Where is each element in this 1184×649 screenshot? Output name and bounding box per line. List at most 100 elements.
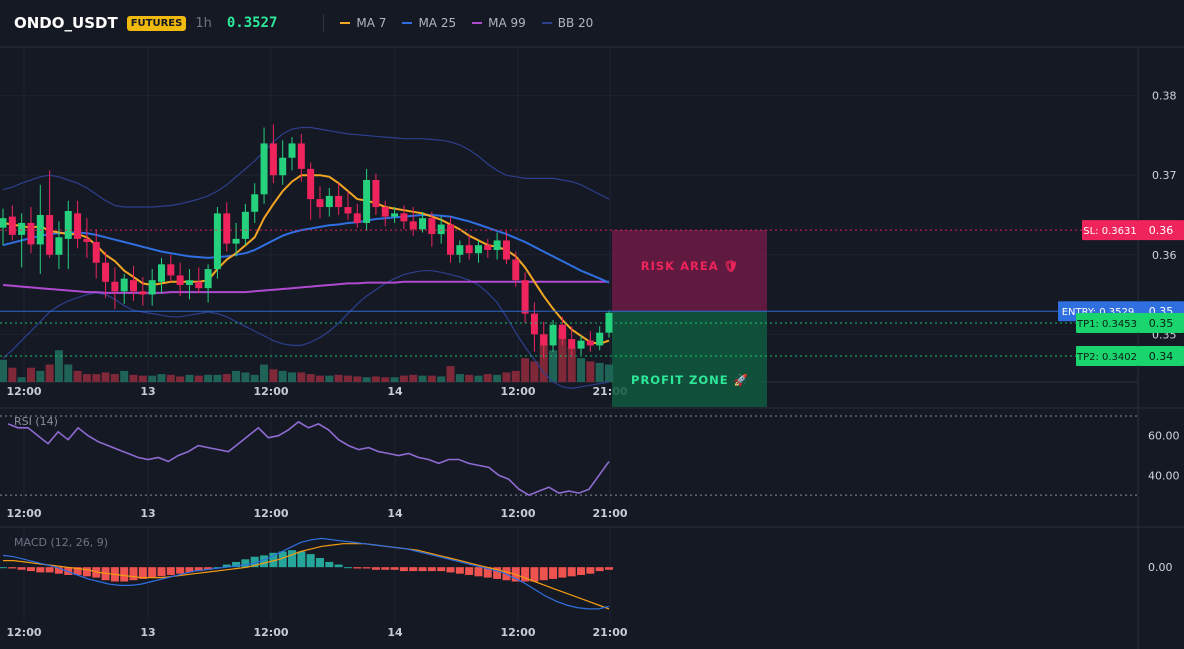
candle-body — [185, 280, 193, 285]
volume-bar — [17, 377, 26, 382]
time-axis-label: 12:00 — [6, 626, 41, 639]
time-axis-label: 14 — [387, 626, 403, 639]
macd-histogram-bar — [474, 567, 483, 577]
legend-bb20[interactable]: BB 20 — [541, 16, 594, 30]
price-axis-label: 0.36 — [1152, 249, 1177, 262]
candle-body — [419, 218, 427, 230]
legend-ma99[interactable]: MA 99 — [472, 16, 526, 30]
volume-bar — [185, 374, 194, 382]
level-axis-tag — [1138, 313, 1184, 333]
legend-ma25[interactable]: MA 25 — [402, 16, 456, 30]
time-axis-label: 12:00 — [253, 507, 288, 520]
macd-histogram-bar — [446, 567, 455, 573]
candle-body — [493, 240, 501, 250]
macd-histogram-bar — [148, 567, 157, 578]
macd-histogram-bar — [0, 567, 7, 569]
macd-histogram-bar — [381, 567, 390, 570]
candle-body — [111, 281, 119, 292]
macd-histogram-bar — [567, 567, 576, 577]
candle-body — [447, 224, 455, 255]
volume-bar — [315, 375, 324, 382]
level-tag-label: TP2: 0.3402 — [1076, 352, 1137, 363]
volume-bar — [269, 369, 278, 382]
volume-bar — [493, 374, 502, 382]
candle-body — [484, 245, 492, 250]
macd-histogram-bar — [260, 555, 269, 568]
candle-body — [502, 240, 510, 260]
candle-body — [251, 194, 259, 212]
candle-body — [353, 213, 361, 223]
macd-histogram-bar — [437, 567, 446, 572]
macd-histogram-bar — [278, 551, 287, 568]
level-axis-label: 0.35 — [1149, 317, 1174, 330]
legend-swatch — [340, 22, 351, 24]
risk-zone-label: RISK AREA 🛡 — [641, 259, 739, 273]
volume-bar — [399, 375, 408, 382]
macd-histogram-bar — [250, 556, 259, 568]
symbol-name[interactable]: ONDO_USDT — [14, 14, 118, 32]
candle-body — [139, 291, 147, 295]
volume-bar — [409, 374, 418, 382]
candle-body — [437, 224, 445, 235]
candle-body — [130, 280, 138, 292]
time-axis-label: 12:00 — [6, 385, 41, 398]
candle-body — [316, 199, 324, 208]
level-tag — [1076, 346, 1138, 366]
macd-histogram-bar — [204, 567, 213, 570]
candle-body — [474, 245, 482, 254]
macd-histogram-bar — [530, 567, 539, 582]
volume-bar — [129, 374, 138, 382]
macd-histogram-bar — [138, 567, 147, 579]
candle-body — [92, 242, 100, 263]
macd-histogram-bar — [82, 567, 91, 577]
candle-body — [120, 278, 128, 292]
volume-bar — [45, 364, 54, 382]
macd-histogram-bar — [269, 552, 278, 568]
legend-label: BB 20 — [557, 16, 594, 30]
candle-body — [596, 332, 604, 346]
macd-histogram-bar — [54, 567, 63, 574]
volume-bar — [0, 359, 7, 382]
volume-bar — [353, 376, 362, 382]
candle-body — [176, 275, 184, 285]
last-price: 0.3527 — [226, 15, 278, 31]
chart-header: ONDO_USDT FUTURES 1h 0.3527 MA 7 MA 25 M… — [0, 0, 1184, 46]
volume-bar — [194, 375, 203, 382]
volume-bar — [446, 366, 455, 382]
legend-ma7[interactable]: MA 7 — [340, 16, 386, 30]
time-axis-label: 12:00 — [500, 507, 535, 520]
macd-axis-label: 0.00 — [1148, 561, 1173, 574]
macd-histogram-bar — [521, 567, 530, 582]
volume-bar — [306, 374, 315, 382]
level-tag — [1076, 313, 1138, 333]
volume-bar — [176, 376, 185, 382]
legend-label: MA 7 — [356, 16, 387, 30]
timeframe-selector[interactable]: 1h — [195, 15, 212, 31]
candle-body — [288, 143, 296, 158]
candle-body — [64, 211, 72, 239]
volume-bar — [474, 375, 483, 382]
time-axis-label: 12:00 — [500, 385, 535, 398]
candle-body — [260, 143, 268, 195]
volume-bar — [101, 372, 110, 382]
macd-histogram-bar — [605, 567, 613, 570]
volume-bar — [465, 374, 474, 382]
volume-bar — [8, 367, 17, 382]
level-tag — [1082, 220, 1138, 241]
candle-body — [83, 238, 91, 243]
candle-body — [74, 213, 82, 239]
candle-body — [232, 238, 240, 244]
macd-histogram-bar — [194, 567, 203, 572]
candle-body — [223, 213, 231, 244]
candle-body — [279, 157, 287, 176]
macd-histogram-bar — [36, 567, 45, 573]
volume-bar — [390, 377, 399, 382]
candle-body — [102, 262, 110, 282]
volume-bar — [502, 372, 511, 382]
volume-bar — [595, 362, 604, 382]
macd-histogram-bar — [390, 567, 399, 570]
bb-lower-line — [2, 270, 610, 390]
volume-bar — [418, 375, 427, 382]
macd-histogram-bar — [399, 567, 408, 572]
